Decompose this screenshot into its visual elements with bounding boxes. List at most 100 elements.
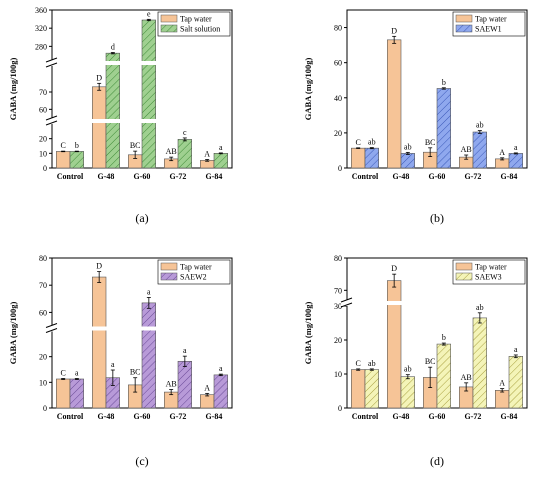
bar	[177, 360, 192, 409]
significance-letter: a	[111, 360, 115, 369]
significance-letter: AB	[461, 145, 472, 154]
axis-break-mark	[45, 328, 58, 333]
significance-letter: a	[514, 345, 518, 354]
bar	[495, 390, 510, 409]
legend-label: Salt solution	[180, 25, 220, 34]
bar	[508, 356, 523, 409]
bar	[387, 280, 402, 409]
bar	[56, 151, 71, 169]
x-tick-label: G-84	[501, 412, 518, 421]
y-tick-label: 40	[334, 94, 342, 103]
bar	[508, 153, 523, 169]
y-tick-label: 320	[35, 24, 47, 33]
bar	[56, 378, 71, 409]
bar	[69, 378, 84, 409]
significance-letter: ab	[404, 142, 412, 151]
significance-letter: D	[96, 262, 102, 271]
axis-break-gap	[46, 118, 58, 124]
y-tick-label: 30	[334, 302, 342, 311]
x-tick-label: G-48	[98, 412, 115, 421]
y-tick-label: 10	[39, 149, 47, 158]
significance-letter: C	[355, 138, 360, 147]
axis-break-mark	[45, 120, 58, 126]
significance-letter: BC	[130, 141, 141, 150]
significance-letter: D	[96, 73, 102, 82]
significance-letter: AB	[166, 380, 177, 389]
axis-break-mark	[340, 302, 353, 308]
legend-swatch	[455, 262, 473, 271]
significance-letter: A	[499, 148, 505, 157]
significance-letter: b	[442, 333, 446, 342]
significance-letter: c	[183, 128, 187, 137]
bar	[213, 153, 228, 169]
panel-label: (d)	[430, 454, 444, 468]
significance-letter: a	[514, 143, 518, 152]
y-tick-label: 0	[43, 164, 47, 173]
y-axis-label: GABA (mg/100g)	[8, 302, 18, 365]
x-tick-label: G-60	[429, 172, 446, 181]
bar-break-band	[91, 326, 107, 331]
bar	[92, 86, 107, 169]
axis-break-gap	[46, 60, 58, 66]
y-tick-label: 60	[39, 105, 47, 114]
legend-label: Tap water	[180, 15, 212, 24]
significance-letter: D	[391, 264, 397, 273]
bar-break-band	[141, 61, 157, 65]
x-tick-label: G-48	[98, 172, 115, 181]
significance-letter: ab	[476, 303, 484, 312]
legend-label: SAEW2	[180, 273, 207, 282]
significance-letter: b	[75, 141, 79, 150]
axis-break-mark	[340, 297, 353, 303]
legend-label: Tap water	[475, 263, 507, 272]
y-tick-label: 80	[39, 254, 47, 263]
panel-label: (c)	[135, 454, 148, 468]
x-tick-label: G-84	[206, 412, 223, 421]
axis-break-mark	[45, 62, 58, 68]
chart-panel-3: 0 10 20 30 70 80 C ab Control Dab G-48 BC b G-60 AB ab G…	[303, 254, 528, 468]
bar	[351, 147, 366, 169]
chart-panel-2: 0 10 20 60 70 80 C a Control Da G-48 BC a G-60 AB a G-72…	[8, 254, 233, 468]
y-tick-label: 70	[39, 88, 47, 97]
significance-letter: A	[499, 379, 505, 388]
x-tick-label: Control	[352, 172, 379, 181]
significance-letter: BC	[425, 138, 436, 147]
bar	[400, 376, 415, 409]
significance-letter: C	[60, 368, 65, 377]
significance-letter: ab	[368, 359, 376, 368]
bar	[364, 147, 379, 169]
significance-letter: d	[111, 43, 115, 52]
legend-swatch	[160, 24, 178, 33]
significance-letter: BC	[425, 357, 436, 366]
bar	[105, 52, 120, 169]
y-tick-label: 20	[334, 129, 342, 138]
panel-label: (b)	[430, 211, 444, 225]
bar-break-band	[386, 301, 402, 305]
bar	[213, 374, 228, 409]
axis-break-gap	[46, 325, 58, 332]
y-tick-label: 10	[39, 378, 47, 387]
legend-swatch	[160, 262, 178, 271]
y-tick-label: 80	[334, 24, 342, 33]
bar	[351, 369, 366, 409]
significance-letter: ab	[476, 121, 484, 130]
significance-letter: A	[204, 149, 210, 158]
y-tick-label: 0	[43, 404, 47, 413]
bar	[387, 39, 402, 169]
bar-break-band	[91, 119, 107, 123]
x-tick-label: G-60	[429, 412, 446, 421]
significance-letter: ab	[368, 138, 376, 147]
significance-letter: e	[147, 9, 151, 18]
bar	[436, 343, 451, 409]
legend-swatch	[160, 272, 178, 281]
legend-swatch	[455, 272, 473, 281]
significance-letter: b	[442, 78, 446, 87]
y-tick-label: 0	[338, 164, 342, 173]
y-tick-label: 60	[334, 59, 342, 68]
chart-panel-0: 0 10 20 60 70 280 320 360 C b Control Dd G-48 BC e G-60…	[8, 6, 233, 225]
bar	[92, 276, 107, 409]
bar	[400, 153, 415, 169]
legend-label: Tap water	[475, 15, 507, 24]
panel-label: (a)	[135, 211, 148, 225]
x-tick-label: Control	[57, 412, 84, 421]
